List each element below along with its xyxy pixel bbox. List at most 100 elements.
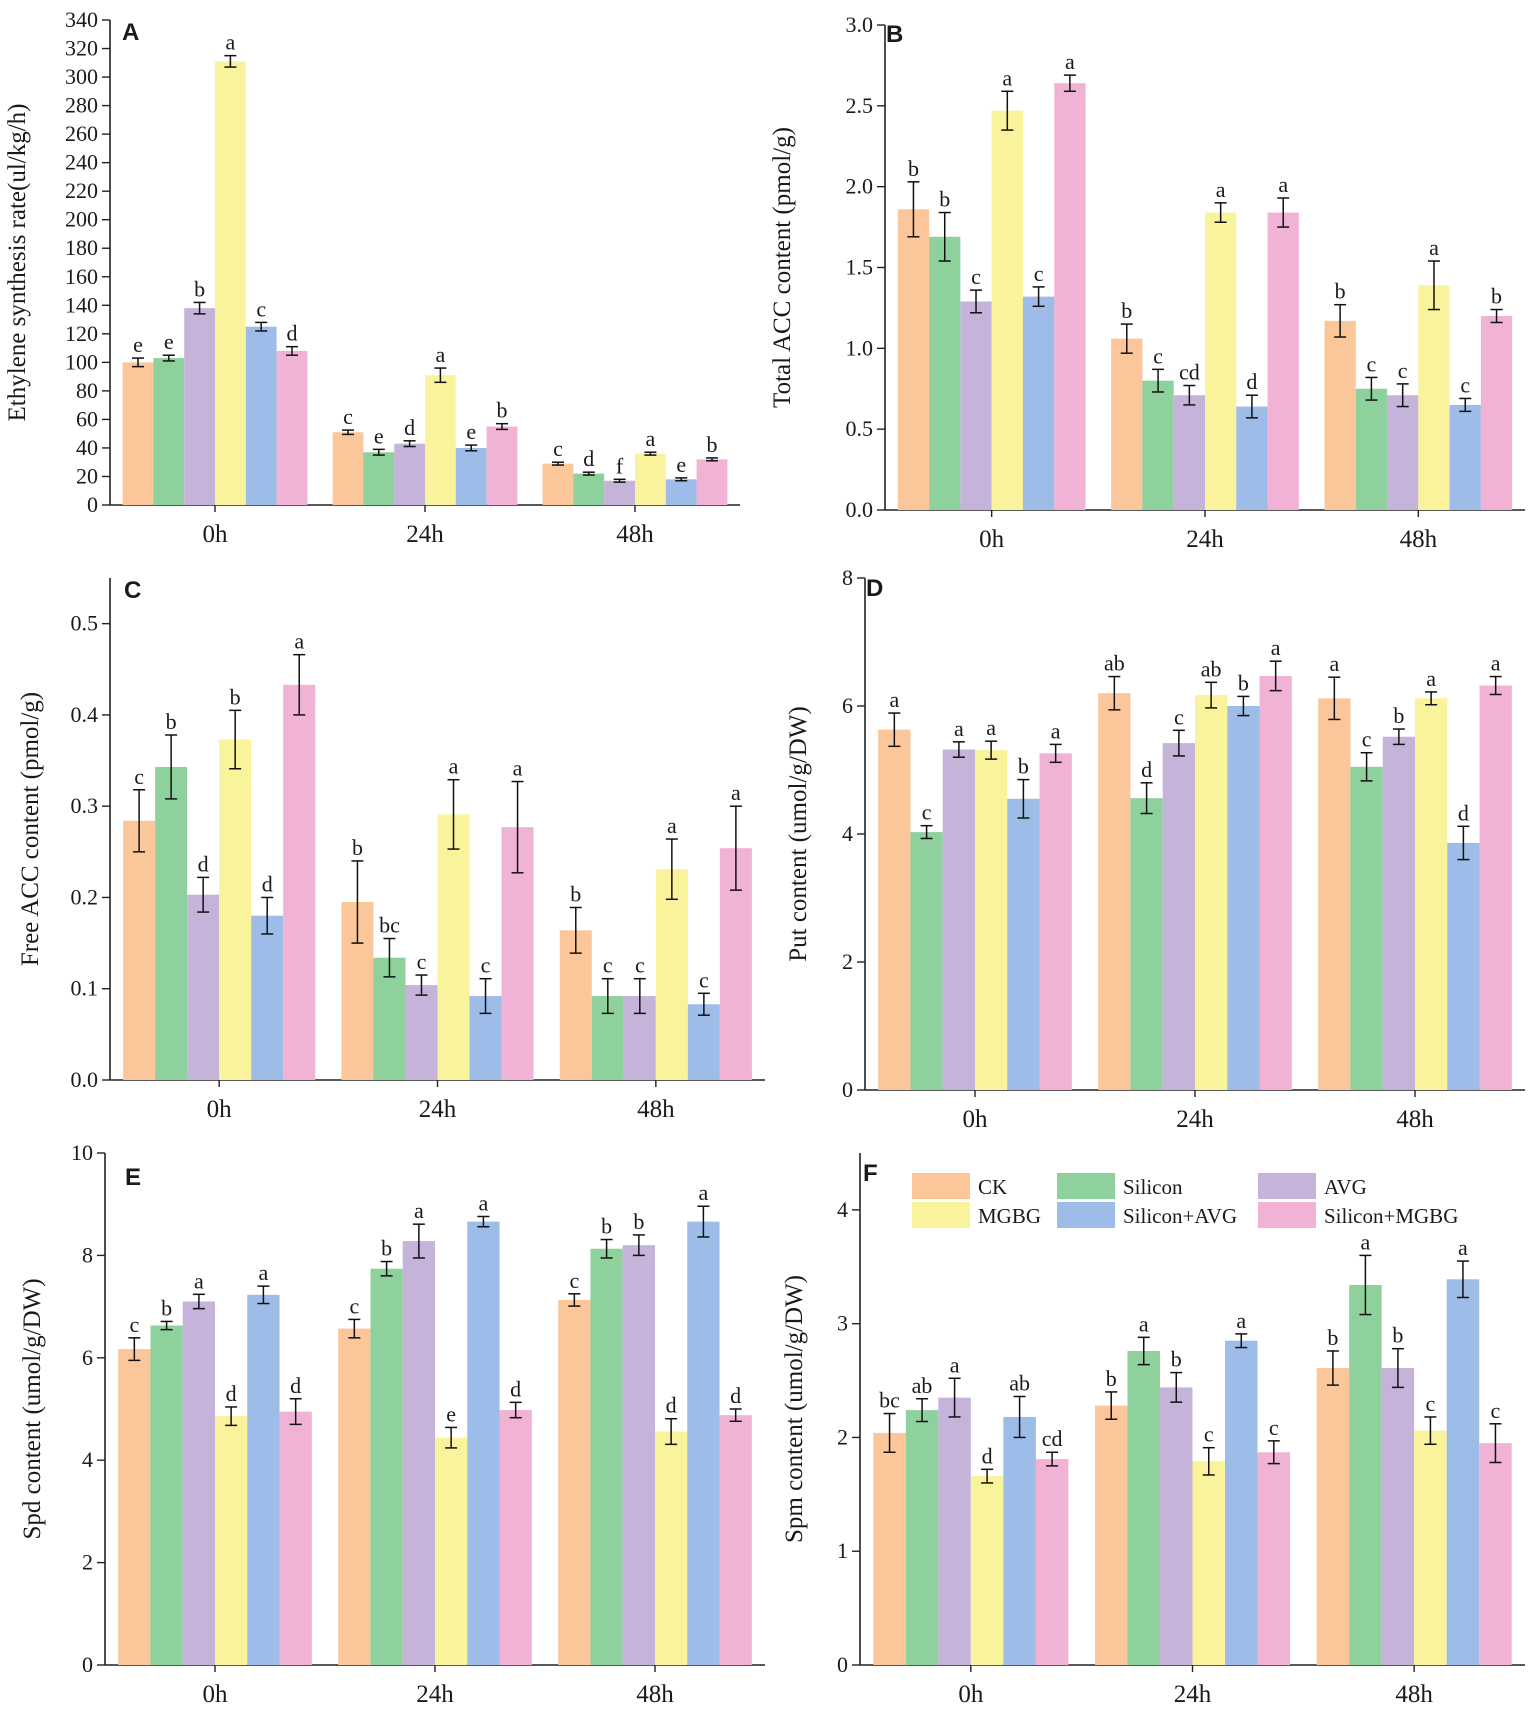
- panel-letter: A: [122, 19, 139, 46]
- bar-silicon-avg-0h: [1003, 1416, 1036, 1665]
- y-tick-label: 6: [82, 1345, 93, 1370]
- bar-silicon-mgbg-24h: [499, 1410, 532, 1665]
- significance-letter: c: [1426, 1391, 1436, 1416]
- x-tick-label: 24h: [1176, 1106, 1214, 1133]
- y-tick-label: 2: [842, 949, 853, 974]
- bar-silicon-avg-48h: [687, 1004, 720, 1080]
- y-tick-label: 0.5: [71, 611, 99, 636]
- x-tick-label: 0h: [207, 1096, 233, 1123]
- significance-letter: e: [133, 332, 143, 357]
- significance-letter: b: [908, 156, 919, 181]
- y-tick-label: 4: [82, 1447, 93, 1472]
- bar-silicon-48h: [573, 473, 605, 505]
- significance-letter: c: [1174, 704, 1184, 729]
- bar-silicon-avg-0h: [245, 326, 277, 505]
- bar-mgbg-0h: [975, 750, 1008, 1090]
- bar-ck-48h: [1316, 1368, 1350, 1665]
- bar-silicon-mgbg-48h: [696, 459, 728, 505]
- bar-silicon-avg-48h: [1446, 1279, 1480, 1665]
- bar-ck-24h: [1098, 693, 1131, 1090]
- significance-letter: a: [1361, 1229, 1371, 1254]
- bar-ck-0h: [873, 1432, 906, 1665]
- y-axis-title: Put content (umol/g/DW): [785, 706, 812, 962]
- significance-letter: a: [294, 629, 304, 654]
- bar-silicon-0h: [155, 766, 188, 1080]
- significance-letter: a: [1429, 235, 1439, 260]
- significance-letter: c: [569, 1268, 579, 1293]
- x-tick-label: 48h: [637, 1096, 675, 1123]
- significance-letter: c: [922, 800, 932, 825]
- y-tick-label: 0: [87, 492, 98, 517]
- y-tick-label: 180: [65, 235, 98, 260]
- significance-letter: a: [889, 687, 899, 712]
- legend-swatch: [1057, 1173, 1115, 1199]
- significance-letter: cd: [1179, 360, 1200, 385]
- bar-mgbg-48h: [655, 869, 688, 1080]
- significance-letter: d: [226, 1381, 237, 1406]
- significance-letter: e: [164, 329, 174, 354]
- panel-letter: B: [886, 21, 903, 48]
- x-tick-label: 48h: [1395, 1681, 1433, 1708]
- y-tick-label: 120: [65, 321, 98, 346]
- significance-letter: a: [1458, 1235, 1468, 1260]
- bar-ck-0h: [123, 820, 156, 1080]
- significance-letter: b: [1106, 1366, 1117, 1391]
- significance-letter: a: [954, 716, 964, 741]
- bar-avg-24h: [402, 1241, 435, 1665]
- bar-avg-48h: [622, 1245, 655, 1665]
- y-tick-label: 80: [76, 378, 98, 403]
- bar-silicon-24h: [363, 452, 395, 505]
- bar-silicon-mgbg-24h: [1257, 1452, 1291, 1665]
- bar-avg-0h: [938, 1397, 971, 1665]
- bar-silicon-mgbg-0h: [1054, 83, 1086, 510]
- x-tick-label: 24h: [1186, 526, 1224, 553]
- bar-mgbg-24h: [1192, 1461, 1226, 1665]
- y-axis-title: Total ACC content (pmol/g): [769, 127, 796, 408]
- significance-letter: c: [1491, 1398, 1501, 1423]
- bar-silicon-mgbg-48h: [719, 1415, 752, 1665]
- significance-letter: d: [287, 321, 298, 346]
- significance-letter: a: [226, 30, 236, 55]
- x-tick-label: 0h: [203, 521, 229, 548]
- y-tick-label: 220: [65, 178, 98, 203]
- significance-letter: b: [1393, 703, 1404, 728]
- significance-letter: c: [129, 1312, 139, 1337]
- bar-silicon-avg-24h: [1225, 1340, 1258, 1665]
- y-tick-label: 8: [842, 565, 853, 590]
- legend-swatch: [1258, 1173, 1316, 1199]
- y-tick-label: 1: [837, 1538, 848, 1563]
- bar-silicon-48h: [1350, 766, 1383, 1090]
- significance-letter: a: [1329, 651, 1339, 676]
- panel-letter: F: [863, 1160, 878, 1187]
- legend-swatch: [1258, 1202, 1316, 1228]
- significance-letter: a: [1491, 651, 1501, 676]
- bar-ck-24h: [1094, 1405, 1128, 1665]
- bar-avg-0h: [187, 894, 220, 1080]
- significance-letter: d: [404, 415, 415, 440]
- bar-silicon-24h: [370, 1268, 403, 1665]
- bar-silicon-mgbg-24h: [486, 426, 518, 505]
- panel-A: 0 20 40 60 80 100 120 140 160 180 200 220 240 260 280 3…: [4, 7, 740, 548]
- significance-letter: a: [1216, 177, 1226, 202]
- bar-ck-48h: [542, 463, 574, 505]
- bar-mgbg-24h: [425, 375, 456, 505]
- y-tick-label: 260: [65, 121, 98, 146]
- y-tick-label: 140: [65, 292, 98, 317]
- significance-letter: b: [570, 881, 581, 906]
- significance-letter: a: [699, 1180, 709, 1205]
- bar-silicon-avg-48h: [665, 479, 697, 505]
- bar-silicon-mgbg-0h: [1035, 1459, 1069, 1665]
- x-tick-label: 48h: [616, 521, 654, 548]
- significance-letter: ab: [1009, 1370, 1030, 1395]
- y-tick-label: 0.4: [71, 702, 99, 727]
- bar-silicon-avg-24h: [1227, 706, 1260, 1090]
- significance-letter: d: [1458, 800, 1469, 825]
- bar-silicon-mgbg-24h: [1267, 212, 1299, 511]
- significance-letter: b: [497, 398, 508, 423]
- significance-letter: ab: [1201, 656, 1222, 681]
- bar-silicon-24h: [373, 957, 406, 1080]
- y-tick-label: 340: [65, 7, 98, 32]
- significance-letter: a: [449, 754, 459, 779]
